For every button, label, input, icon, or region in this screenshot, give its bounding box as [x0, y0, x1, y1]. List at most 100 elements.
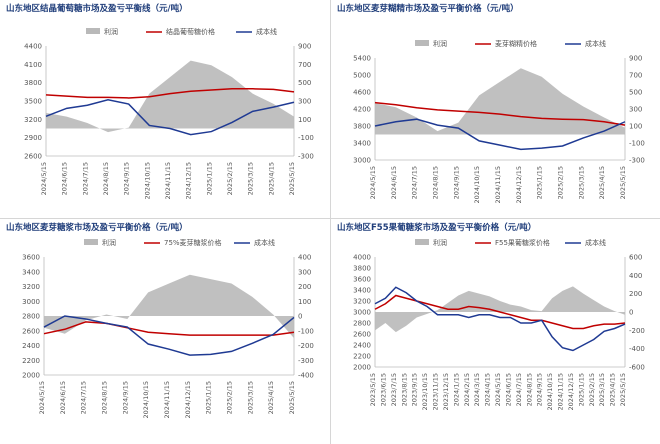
x-tick-label: 2025/3/15: [246, 381, 254, 414]
series-cost-line: [43, 315, 295, 356]
x-tick-label: 2024/7/15: [515, 373, 523, 406]
left-tick-label: 3800: [353, 123, 371, 131]
left-tick-label: 2600: [22, 327, 40, 335]
x-tick-label: 2024/8/15: [101, 381, 109, 414]
legend-label-profit: 利润: [433, 39, 447, 48]
right-tick-label: -300: [298, 153, 314, 161]
x-tick-label: 2024/5/15: [40, 162, 48, 195]
x-tick-label: 2024/7/15: [411, 166, 419, 199]
chart-title: 山东地区结晶葡萄糖市场及盈亏平衡线（元/吨）: [6, 4, 188, 14]
right-tick-label: 200: [629, 290, 642, 298]
left-tick-label: 2200: [22, 357, 40, 365]
legend-label-price: 结晶葡萄糖价格: [166, 27, 215, 36]
chart-panel-maltose-syrup: 山东地区麦芽糖浆市场及盈亏平衡价格（元/吨） 利润 75%麦芽糖浆价格 成本线 360…: [0, 219, 330, 444]
right-tick-label: -400: [629, 345, 645, 353]
series-profit-area: [375, 68, 625, 135]
series-cost-line: [45, 99, 295, 136]
x-tick-label: 2024/10/15: [143, 162, 151, 199]
right-tick-label: -100: [298, 134, 314, 142]
x-tick-label: 2024/5/15: [494, 373, 502, 406]
chart-svg: 利润 F55果葡糖浆价格 成本线40003800360034003200300028…: [353, 238, 645, 410]
left-tick-label: 2000: [22, 372, 40, 380]
x-tick-label: 2025/4/15: [267, 162, 275, 195]
x-tick-label: 2025/2/15: [226, 162, 234, 195]
right-tick-label: 100: [629, 123, 642, 131]
right-tick-label: -400: [298, 372, 314, 380]
x-tick-label: 2024/3/15: [473, 373, 481, 406]
x-tick-label: 2025/5/15: [619, 373, 627, 406]
left-tick-label: 3000: [353, 157, 371, 165]
x-tick-label: 2025/4/15: [267, 381, 275, 414]
x-tick-label: 2024/11/15: [494, 166, 502, 203]
series-price-line: [374, 101, 626, 126]
panel-divider-vertical: [330, 0, 331, 444]
x-tick-label: 2025/1/15: [536, 166, 544, 199]
left-tick-label: 3800: [24, 79, 42, 87]
right-tick-label: 100: [298, 298, 311, 306]
x-tick-label: 2024/9/15: [536, 373, 544, 406]
chart-panel-glucose: 山东地区结晶葡萄糖市场及盈亏平衡线（元/吨） 利润 结晶葡萄糖价格 成本线 4400 4…: [0, 0, 330, 218]
x-tick-label: 2024/9/15: [452, 166, 460, 199]
left-tick-label: 4400: [24, 43, 42, 51]
right-tick-label: 500: [629, 89, 642, 97]
right-tick-label: -300: [298, 357, 314, 365]
legend-label-profit: 利润: [433, 238, 447, 247]
right-tick-label: -200: [298, 342, 314, 350]
x-tick-label: 2024/2/15: [463, 373, 471, 406]
right-tick-label: 900: [298, 43, 311, 51]
legend-label-price: F55果葡糖浆价格: [495, 238, 550, 247]
legend-label-cost: 成本线: [254, 238, 275, 247]
series-profit-area: [375, 286, 625, 333]
left-tick-label: 2600: [24, 153, 42, 161]
x-tick-label: 2024/12/15: [515, 166, 523, 203]
x-tick-label: 2024/12/15: [185, 162, 193, 199]
x-tick-label: 2025/5/15: [619, 166, 627, 199]
right-tick-label: 100: [298, 116, 311, 124]
x-tick-label: 2024/5/15: [369, 166, 377, 199]
right-tick-label: 500: [298, 79, 311, 87]
left-tick-label: 2800: [22, 313, 40, 321]
x-tick-label: 2023/8/15: [400, 373, 408, 406]
x-tick-label: 2023/6/15: [379, 373, 387, 406]
left-tick-label: 3400: [353, 287, 371, 295]
x-tick-label: 2023/10/15: [421, 373, 429, 410]
series-price-line: [43, 321, 295, 336]
x-tick-label: 2024/11/15: [164, 162, 172, 199]
chart-legend: 利润 F55果葡糖浆价格 成本线: [415, 238, 606, 247]
chart-title: 山东地区麦芽糖浆市场及盈亏平衡价格（元/吨）: [6, 223, 188, 233]
left-tick-label: 2600: [353, 331, 371, 339]
left-tick-label: 3000: [22, 298, 40, 306]
x-tick-label: 2025/4/15: [598, 166, 606, 199]
right-tick-label: 300: [298, 268, 311, 276]
left-tick-label: 2200: [353, 353, 371, 361]
left-tick-label: 2400: [22, 342, 40, 350]
left-tick-label: 3400: [22, 268, 40, 276]
left-tick-label: 2900: [24, 134, 42, 142]
legend-swatch-profit: [86, 28, 100, 34]
chart-panel-f55-syrup: 山东地区F55果葡糖浆市场及盈亏平衡价格（元/吨） 利润 F55果葡糖浆价格 成本线…: [331, 219, 660, 444]
right-tick-label: 700: [298, 61, 311, 69]
x-tick-label: 2024/8/15: [432, 166, 440, 199]
x-tick-label: 2025/1/15: [205, 162, 213, 195]
left-tick-label: 3500: [24, 98, 42, 106]
chart-legend: 利润 75%麦芽糖浆价格 成本线: [84, 238, 275, 247]
x-tick-label: 2024/10/15: [473, 166, 481, 203]
series-cost-line: [374, 286, 626, 352]
right-tick-label: -600: [629, 364, 645, 372]
left-tick-label: 4100: [24, 61, 42, 69]
right-tick-label: 700: [629, 72, 642, 80]
panel-divider-horizontal: [0, 218, 660, 219]
legend-label-profit: 利润: [104, 27, 118, 36]
left-tick-label: 3200: [22, 283, 40, 291]
x-tick-label: 2025/4/15: [609, 373, 617, 406]
legend-label-profit: 利润: [102, 238, 116, 247]
x-tick-label: 2023/11/15: [432, 373, 440, 410]
legend-swatch-profit: [84, 239, 98, 245]
x-tick-label: 2025/2/15: [226, 381, 234, 414]
x-tick-label: 2025/3/15: [577, 166, 585, 199]
x-tick-label: 2024/4/15: [484, 373, 492, 406]
right-tick-label: -100: [298, 327, 314, 335]
x-tick-label: 2025/2/15: [557, 166, 565, 199]
left-tick-label: 2800: [353, 320, 371, 328]
chart-legend: 利润 结晶葡萄糖价格 成本线: [86, 27, 277, 36]
